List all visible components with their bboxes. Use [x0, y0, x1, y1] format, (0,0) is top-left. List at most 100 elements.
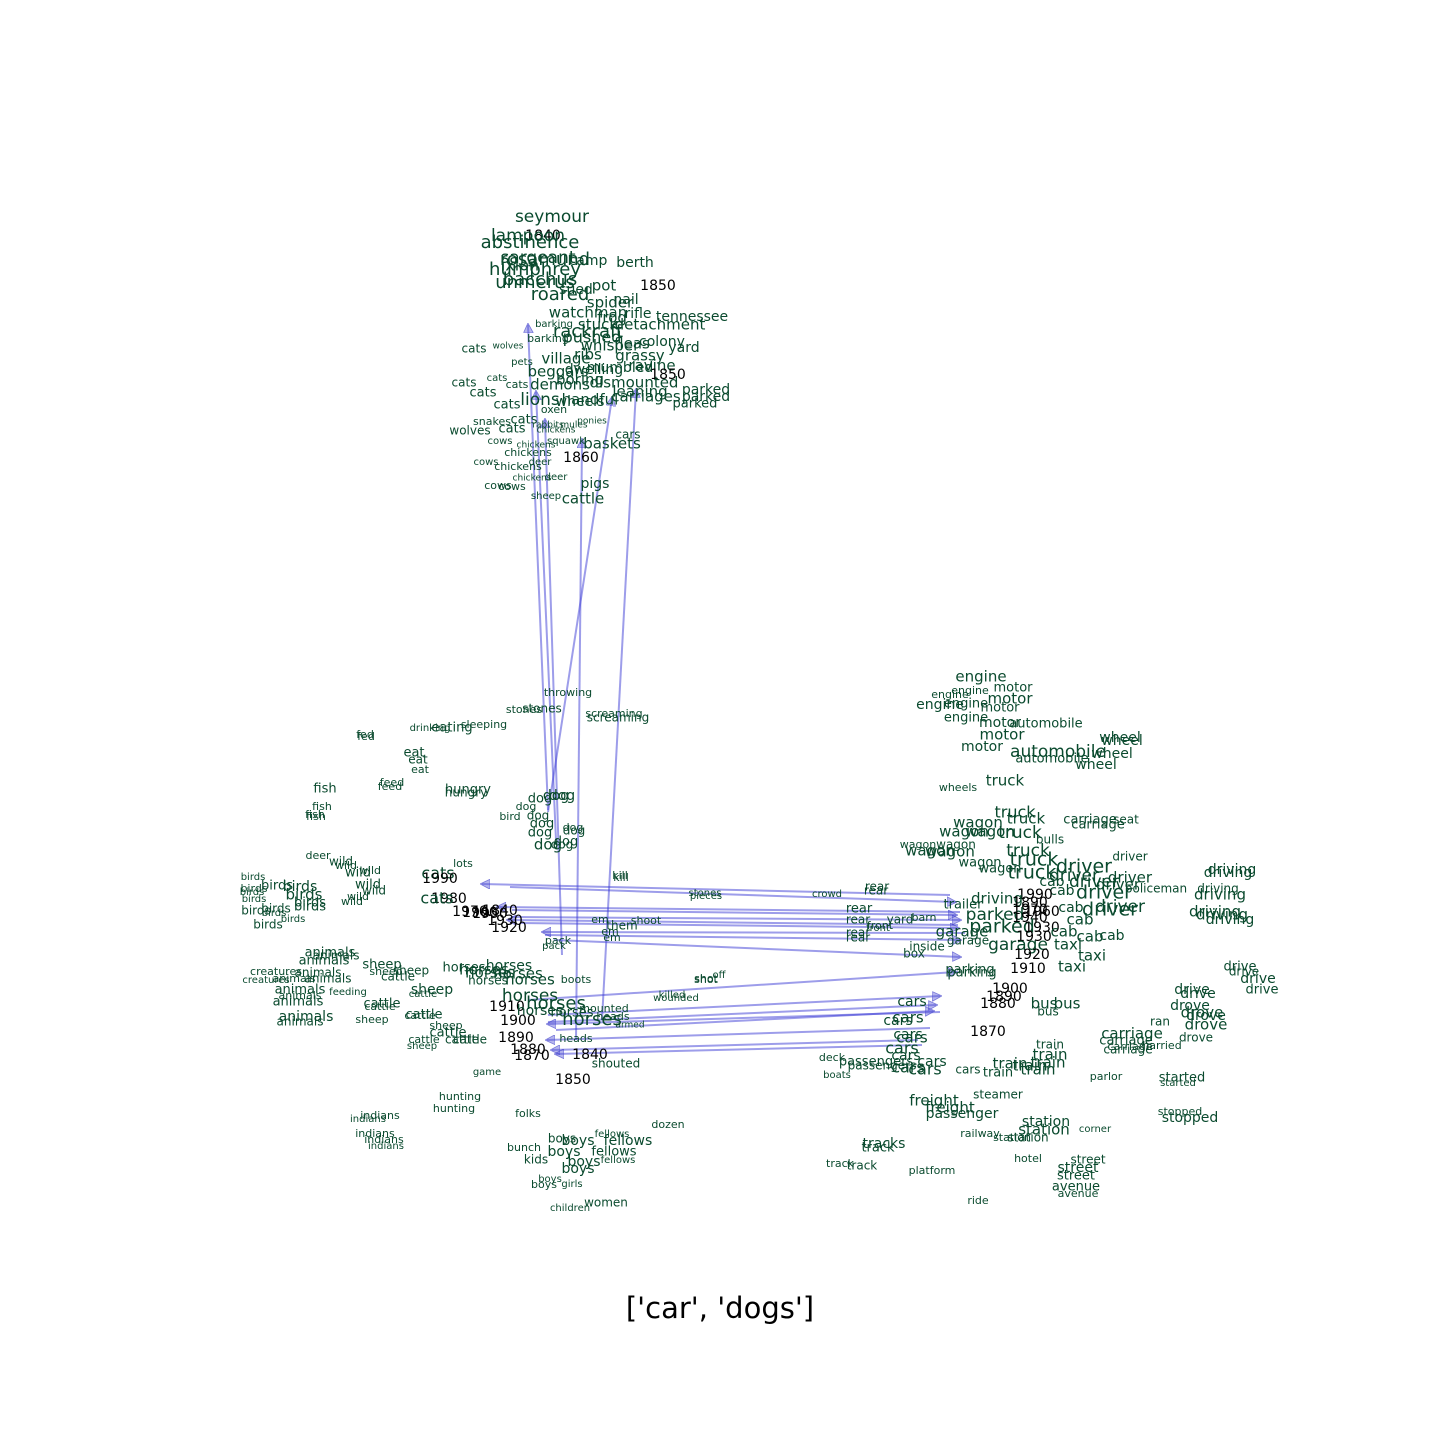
word-label: birds: [241, 904, 271, 918]
word-label: fed: [356, 728, 374, 741]
word-label: front: [866, 923, 890, 934]
word-label: cars: [615, 428, 640, 442]
word-label: kill: [613, 871, 629, 884]
word-label: hungry: [445, 783, 491, 798]
word-label: drove: [1181, 1004, 1224, 1022]
word-label: armed: [615, 1021, 644, 1031]
word-label: fleas: [614, 335, 650, 353]
word-label: camp: [569, 253, 608, 269]
word-label: engine: [944, 711, 988, 726]
word-label: wagon: [939, 823, 989, 841]
trajectory-arrow: [498, 907, 961, 913]
word-label: front: [867, 919, 894, 932]
word-label: wagon: [953, 814, 1003, 832]
word-label: cats: [494, 398, 521, 413]
word-label: animals: [277, 1015, 324, 1029]
word-label: drove: [1185, 1016, 1228, 1034]
word-label: cows: [487, 436, 512, 447]
word-label: parlor: [1090, 1070, 1123, 1083]
word-label: boys: [548, 1132, 576, 1146]
word-label: engine: [931, 688, 969, 701]
word-label: driver: [1049, 866, 1099, 886]
trajectory-arrow: [527, 972, 956, 1001]
word-label: parked: [673, 397, 718, 412]
word-label: wild: [347, 890, 369, 903]
word-label: sheep: [362, 958, 401, 973]
word-label: street: [1070, 1153, 1105, 1167]
word-label: rear: [846, 926, 870, 940]
word-label: stones: [522, 702, 562, 716]
word-label: taxi: [1078, 947, 1106, 965]
trajectory-arrow: [552, 1039, 919, 1050]
word-label: horses: [550, 1006, 593, 1021]
word-label: automobile: [1015, 752, 1088, 767]
word-label: pieces: [690, 891, 722, 902]
word-label: cows: [473, 457, 498, 468]
word-label: horses: [502, 986, 558, 1006]
word-label: carriage: [1107, 1040, 1152, 1053]
word-label: station: [1018, 1121, 1070, 1139]
word-label: eat: [411, 763, 430, 776]
word-label: carriage: [1103, 1043, 1152, 1057]
word-label: bulls: [1036, 833, 1064, 847]
word-label: fish: [313, 782, 336, 797]
word-label: dog: [528, 826, 552, 841]
word-label: engine: [944, 697, 988, 712]
word-label: dog: [563, 824, 586, 838]
word-label: boots: [561, 973, 592, 986]
word-label: truck: [994, 803, 1036, 822]
word-label: fish: [305, 808, 325, 821]
word-label: boys: [561, 1133, 594, 1149]
word-label: cats: [420, 889, 453, 908]
word-label: indians: [368, 1141, 404, 1152]
year-label: 1970: [452, 904, 488, 920]
word-label: baskets: [583, 435, 641, 453]
word-label: avenue: [1058, 1187, 1099, 1200]
word-label: ravine: [628, 357, 675, 375]
word-label: dismounted: [590, 374, 679, 392]
word-label: barking: [535, 319, 573, 330]
word-label: nail: [613, 292, 638, 308]
word-label: girls: [561, 1179, 582, 1190]
word-label: horses: [468, 974, 508, 988]
word-label: train: [983, 1066, 1013, 1081]
word-label: game: [473, 1067, 501, 1078]
word-label: seymour: [515, 207, 589, 227]
word-label: wild: [341, 895, 363, 908]
word-label: pets: [511, 357, 533, 368]
word-label: fellows: [604, 1133, 653, 1149]
word-label: parking: [947, 966, 996, 981]
word-label: bunch: [507, 1141, 541, 1154]
word-label: frog: [597, 309, 627, 327]
word-label: grassy: [615, 347, 665, 365]
word-label: wolves: [493, 342, 524, 352]
word-label: hunting: [439, 1090, 481, 1103]
trajectory-arrow: [547, 1027, 931, 1040]
word-label: motor: [979, 715, 1021, 731]
word-label: wagon: [978, 862, 1021, 877]
trajectory-arrow: [544, 934, 960, 940]
word-label: shouted: [592, 1057, 641, 1071]
word-label: driver: [1096, 876, 1141, 894]
word-label: horses: [493, 965, 543, 983]
word-label: cows: [484, 479, 512, 492]
year-label: 1960: [462, 905, 498, 921]
word-label: birds: [286, 886, 323, 904]
word-label: birds: [242, 894, 267, 905]
word-label: freight: [925, 1099, 975, 1117]
word-label: parked: [966, 905, 1025, 925]
word-label: em: [603, 931, 620, 944]
year-label: 1910: [489, 999, 525, 1015]
word-label: cattle: [404, 1009, 435, 1022]
trajectory-arrow: [543, 932, 966, 933]
word-label: berth: [616, 255, 654, 271]
word-label: birds: [281, 914, 306, 925]
word-label: horses: [505, 971, 555, 989]
word-label: wagon: [900, 838, 936, 851]
word-label: shot: [694, 973, 718, 986]
word-label: birds: [294, 896, 326, 911]
year-label: 1860: [563, 450, 599, 466]
word-label: cats: [470, 386, 497, 401]
word-label: birds: [261, 879, 293, 894]
year-label: 1850: [650, 367, 686, 383]
